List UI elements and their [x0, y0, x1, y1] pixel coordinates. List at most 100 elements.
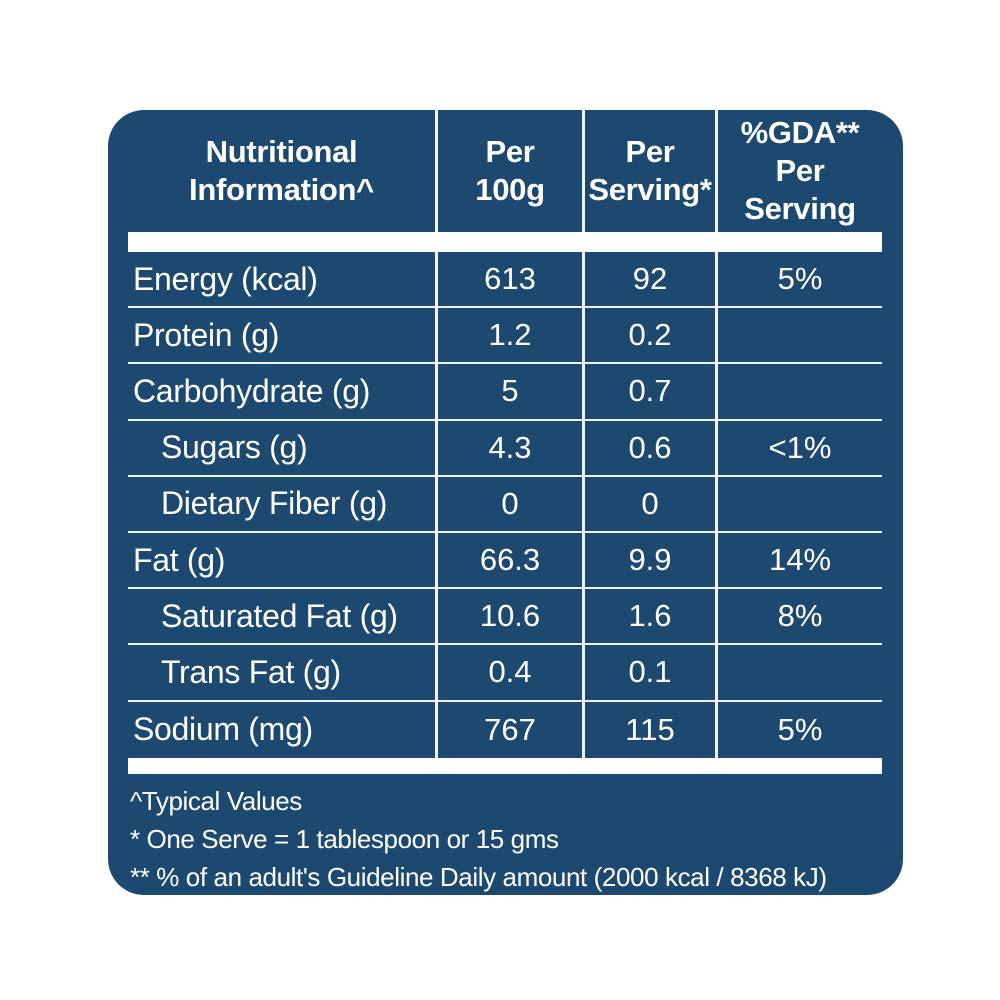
per-100g-value: 10.6 — [479, 598, 541, 634]
per-serving-value: 0.7 — [628, 373, 672, 409]
per-serving-value: 0.1 — [628, 654, 672, 690]
header-line: Per — [485, 134, 535, 169]
per-100g-value: 5 — [501, 373, 519, 409]
footnotes: ^Typical Values * One Serve = 1 tablespo… — [128, 774, 882, 896]
per-serving-value: 9.9 — [628, 542, 672, 578]
gda-value: 8% — [777, 598, 823, 634]
per-serving-cell: 0.2 — [582, 308, 715, 363]
per-serving-value: 0.2 — [628, 317, 672, 353]
per-100g-value: 767 — [484, 711, 536, 747]
gda-cell — [715, 364, 882, 419]
row-label-cell: Trans Fat (g) — [128, 645, 435, 699]
footnote-typical-values: ^Typical Values — [130, 785, 302, 816]
gda-cell: 5% — [715, 252, 882, 307]
footer-separator-bar — [128, 757, 882, 774]
table-row-carbohydrate: Carbohydrate (g) 5 0.7 — [128, 364, 882, 421]
header-per-100g: Per 100g — [435, 110, 582, 232]
row-label: Sugars (g) — [161, 429, 308, 466]
gda-cell: 8% — [715, 589, 882, 644]
table-row-sugars: Sugars (g) 4.3 0.6 <1% — [128, 420, 882, 477]
row-label: Dietary Fiber (g) — [161, 485, 388, 522]
per-serving-cell: 1.6 — [582, 589, 715, 644]
per-100g-cell: 1.2 — [435, 308, 582, 363]
per-serving-value: 92 — [632, 261, 668, 297]
per-serving-cell: 9.9 — [582, 532, 715, 588]
per-100g-cell: 767 — [435, 701, 582, 758]
per-100g-value: 66.3 — [479, 542, 541, 578]
header-nutritional-information: Nutritional Information^ — [128, 110, 435, 232]
row-label-cell: Carbohydrate (g) — [128, 364, 435, 418]
per-serving-cell: 0.7 — [582, 364, 715, 419]
gda-cell — [715, 476, 882, 531]
per-100g-value: 613 — [484, 261, 536, 297]
per-100g-cell: 0 — [435, 476, 582, 531]
gda-cell — [715, 308, 882, 363]
gda-cell: <1% — [715, 420, 882, 475]
gda-value: 14% — [768, 542, 832, 578]
per-serving-cell: 92 — [582, 252, 715, 307]
header-line: Serving* — [588, 172, 712, 207]
row-label: Trans Fat (g) — [161, 653, 341, 690]
row-label-cell: Saturated Fat (g) — [128, 589, 435, 643]
header-line: Per — [625, 134, 675, 169]
per-serving-cell: 0 — [582, 476, 715, 531]
per-100g-cell: 10.6 — [435, 589, 582, 644]
row-label: Energy (kcal) — [133, 260, 318, 297]
table-row-saturated-fat: Saturated Fat (g) 10.6 1.6 8% — [128, 589, 882, 646]
row-label: Protein (g) — [133, 316, 280, 353]
per-serving-value: 0.6 — [628, 429, 672, 465]
footnote-one-serve: * One Serve = 1 tablespoon or 15 gms — [130, 823, 559, 854]
row-label-cell: Protein (g) — [128, 308, 435, 362]
gda-cell: 5% — [715, 701, 882, 758]
row-label-cell: Sodium (mg) — [128, 702, 435, 758]
footnote-gda-definition: ** % of an adult's Guideline Daily amoun… — [130, 861, 827, 892]
gda-cell — [715, 645, 882, 700]
per-100g-value: 1.2 — [488, 317, 532, 353]
header-per-serving: Per Serving* — [582, 110, 715, 232]
table-body: Energy (kcal) 613 92 5% Protein (g) 1.2 … — [128, 252, 882, 758]
per-100g-cell: 0.4 — [435, 645, 582, 700]
table-row-fat: Fat (g) 66.3 9.9 14% — [128, 532, 882, 590]
row-label: Saturated Fat (g) — [161, 597, 398, 634]
table-header-row: Nutritional Information^ Per 100g Per Se… — [128, 110, 882, 232]
header-line: Information^ — [189, 172, 374, 207]
header-line: Nutritional — [205, 134, 358, 169]
per-serving-value: 1.6 — [628, 598, 672, 634]
per-100g-cell: 4.3 — [435, 420, 582, 475]
per-serving-cell: 0.1 — [582, 645, 715, 700]
table-row-protein: Protein (g) 1.2 0.2 — [128, 308, 882, 365]
gda-value: <1% — [768, 429, 832, 465]
per-100g-cell: 5 — [435, 364, 582, 419]
per-serving-cell: 0.6 — [582, 420, 715, 475]
nutrition-table: Nutritional Information^ Per 100g Per Se… — [128, 110, 882, 896]
row-label-cell: Sugars (g) — [128, 421, 435, 475]
per-serving-cell: 115 — [582, 701, 715, 758]
header-separator-bar — [128, 232, 882, 252]
table-row-sodium: Sodium (mg) 767 115 5% — [128, 701, 882, 758]
per-100g-cell: 66.3 — [435, 532, 582, 588]
header-line: Per Serving — [744, 153, 856, 226]
gda-cell: 14% — [715, 532, 882, 588]
per-serving-value: 115 — [625, 711, 675, 747]
table-row-trans-fat: Trans Fat (g) 0.4 0.1 — [128, 645, 882, 702]
row-label-cell: Dietary Fiber (g) — [128, 477, 435, 531]
per-serving-value: 0 — [641, 485, 659, 521]
gda-value: 5% — [777, 711, 823, 747]
row-label: Sodium (mg) — [133, 711, 313, 748]
header-line: 100g — [475, 172, 545, 207]
row-label-cell: Fat (g) — [128, 533, 435, 587]
gda-value: 5% — [777, 261, 823, 297]
per-100g-cell: 613 — [435, 252, 582, 307]
per-100g-value: 0.4 — [488, 654, 532, 690]
header-gda-per-serving: %GDA** Per Serving — [715, 110, 882, 232]
table-row-energy: Energy (kcal) 613 92 5% — [128, 252, 882, 309]
per-100g-value: 0 — [501, 485, 519, 521]
row-label: Fat (g) — [133, 541, 226, 578]
nutrition-panel: Nutritional Information^ Per 100g Per Se… — [108, 110, 903, 895]
row-label: Carbohydrate (g) — [133, 372, 371, 409]
header-line: %GDA** — [740, 115, 860, 150]
row-label-cell: Energy (kcal) — [128, 252, 435, 306]
table-row-dietary-fiber: Dietary Fiber (g) 0 0 — [128, 476, 882, 533]
per-100g-value: 4.3 — [488, 429, 532, 465]
